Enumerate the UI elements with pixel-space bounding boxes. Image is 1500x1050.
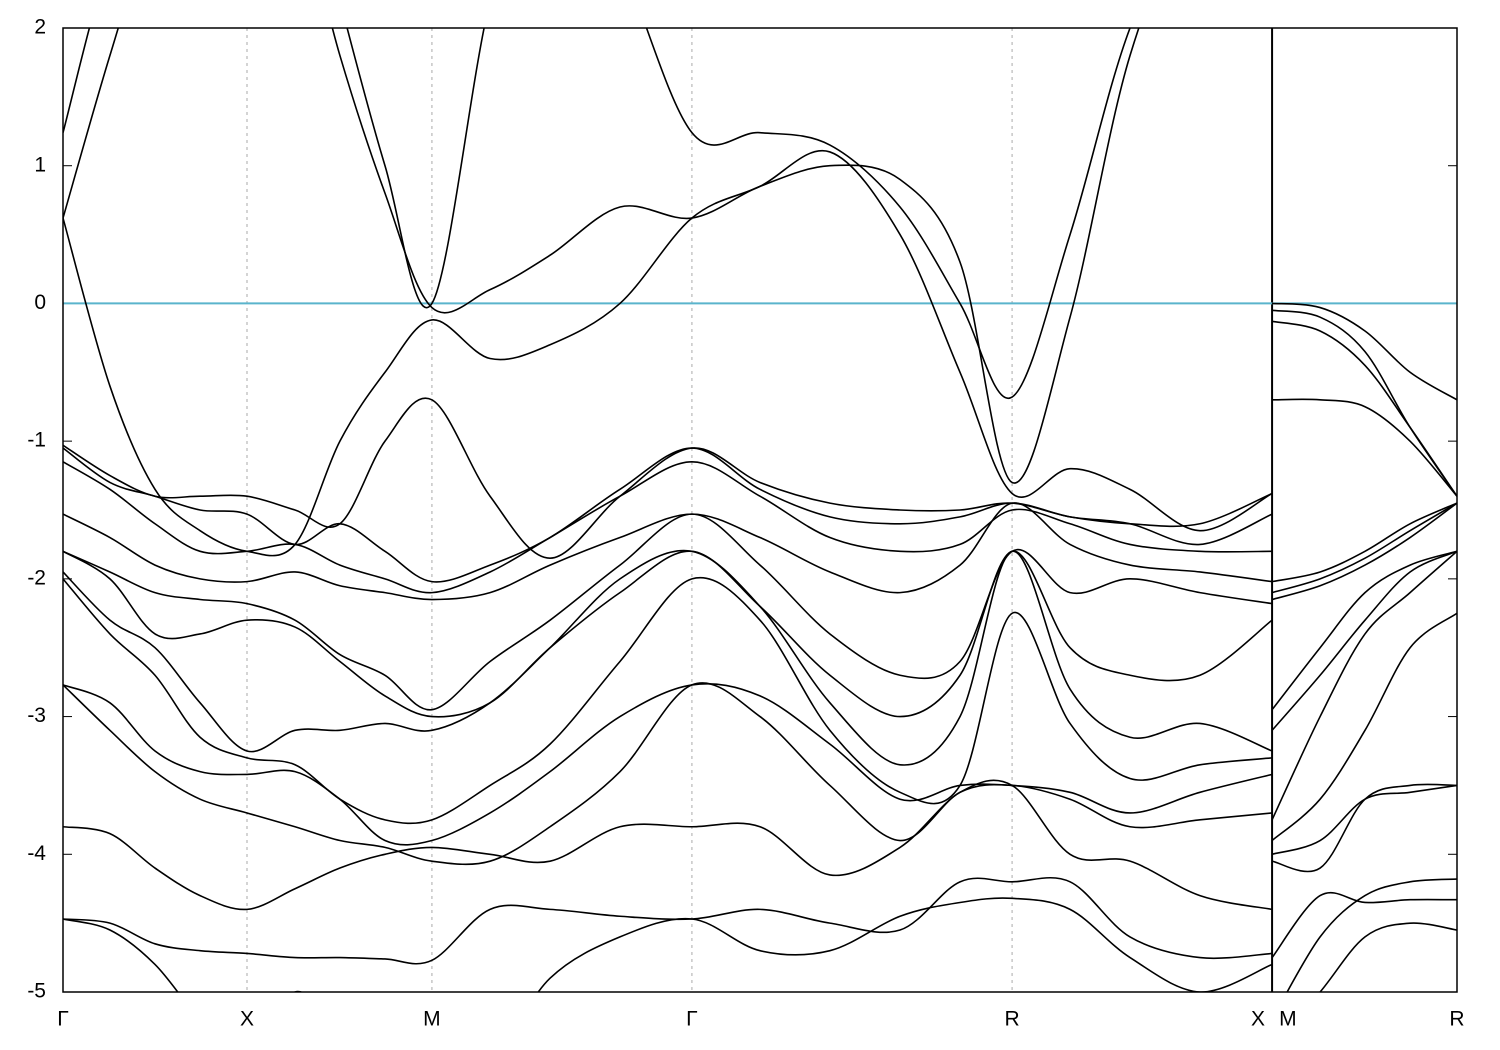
band-line [63,682,1273,866]
band-line [63,876,1273,965]
band-line [63,513,1273,711]
y-tick-label: 0 [34,291,46,314]
band-line [1272,302,1457,401]
band-line [1271,502,1457,583]
y-tick-label: -5 [27,980,46,1003]
band-line [63,897,1273,992]
band-line [1271,891,1457,959]
band-line [63,779,1273,911]
band-line [1272,398,1457,497]
x-tick-label: X [240,1008,254,1031]
band-line [1286,878,1457,992]
band-line [63,682,1273,846]
x-tick-label: Γ [686,1008,698,1031]
y-tick-label: 2 [34,16,46,39]
band-line [1271,783,1457,873]
band-line [63,576,1273,825]
x-tick-label: R [1004,1008,1019,1031]
band-line [63,549,1273,766]
x-tick-label: R [1449,1008,1464,1031]
band-line [63,28,1140,484]
x-tick-label: X [1251,1008,1265,1031]
band-line [63,447,1273,583]
band-line [1271,502,1457,601]
x-tick-label: Γ [57,1008,69,1031]
plot-area [63,28,1457,992]
band-line [63,550,1273,718]
band-line [63,502,1273,601]
x-tick-label: M [423,1008,441,1031]
band-line [63,460,1273,594]
band-line [1271,550,1457,731]
band-line [1271,502,1457,594]
y-tick-label: -1 [27,429,46,452]
y-tick-label: 1 [34,153,46,176]
y-tick-label: -4 [27,842,46,865]
band-line [1271,320,1457,497]
plot-frame [62,27,1458,993]
band-line [1319,922,1457,992]
band-line [1271,550,1457,711]
band-line [63,149,1273,557]
y-tick-label: -3 [27,704,46,727]
x-tick-label: M [1279,1008,1297,1031]
band-line [1271,550,1457,821]
band-line [63,28,1131,400]
band-line [1271,612,1457,842]
y-tick-label: -2 [27,566,46,589]
